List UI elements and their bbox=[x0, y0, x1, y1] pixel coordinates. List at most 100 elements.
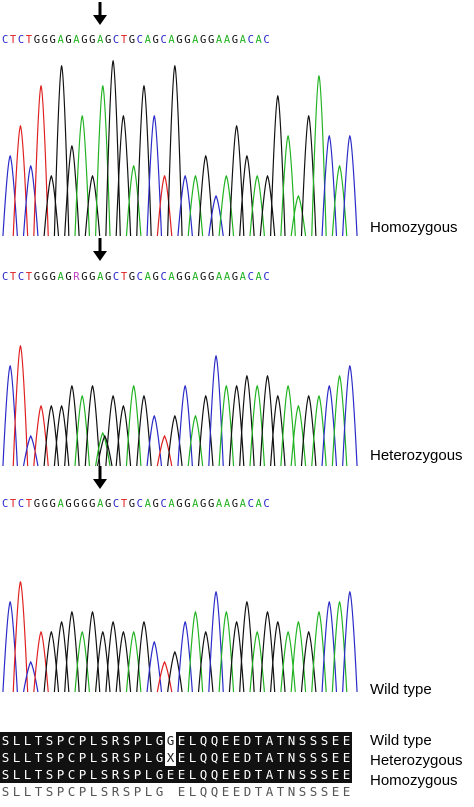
alignment-residue: P bbox=[132, 732, 143, 749]
base-letter: G bbox=[65, 34, 74, 46]
base-letter: A bbox=[73, 34, 82, 46]
trace-peak bbox=[208, 354, 224, 467]
alignment-residue: P bbox=[132, 766, 143, 783]
trace-peak bbox=[136, 84, 152, 237]
trace-peak bbox=[218, 384, 235, 467]
trace-peak bbox=[249, 174, 266, 237]
base-letter: G bbox=[231, 498, 240, 510]
consensus-residue: E bbox=[220, 783, 231, 800]
base-letter: G bbox=[49, 34, 58, 46]
alignment-residue: L bbox=[11, 732, 22, 749]
base-letter: R bbox=[73, 271, 82, 283]
alignment-residue: E bbox=[231, 766, 242, 783]
alignment-residue: N bbox=[286, 749, 297, 766]
trace-peak bbox=[2, 364, 18, 467]
alignment-residue: S bbox=[297, 732, 308, 749]
base-letter: C bbox=[136, 34, 145, 46]
heterozygous-panel: CTCTGGGAGRGGAGCTGCAGCAGGAGGAAGACAC bbox=[0, 238, 360, 468]
trace-peak bbox=[239, 154, 255, 237]
alignment-residue: Q bbox=[209, 749, 220, 766]
alignment-residue: P bbox=[55, 766, 66, 783]
base-letter: G bbox=[207, 498, 216, 510]
trace-peak bbox=[167, 64, 183, 237]
alignment-residue: G bbox=[154, 749, 165, 766]
base-letter: G bbox=[49, 271, 58, 283]
alignment-residue: L bbox=[11, 766, 22, 783]
homozygous-panel: CTCTGGGAGAGGAGCTGCAGCAGGAGGAAGACAC bbox=[0, 0, 360, 240]
consensus-residue: R bbox=[110, 783, 121, 800]
base-letter: C bbox=[2, 498, 10, 510]
base-letter: G bbox=[184, 271, 193, 283]
base-letter: T bbox=[120, 271, 129, 283]
chromatogram-wild-type bbox=[2, 580, 358, 693]
trace-peak bbox=[84, 384, 101, 467]
base-letter: G bbox=[81, 498, 90, 510]
base-letter: A bbox=[255, 271, 264, 283]
alignment-residue: E bbox=[176, 766, 187, 783]
alignment-residue: E bbox=[330, 749, 341, 766]
trace-peak bbox=[280, 384, 296, 467]
alignment-residue: E bbox=[220, 732, 231, 749]
trace-peak bbox=[321, 134, 338, 237]
alignment-residue: Q bbox=[198, 766, 209, 783]
consensus-residue: L bbox=[143, 783, 154, 800]
alignment-residue: N bbox=[286, 766, 297, 783]
alignment-residue: T bbox=[33, 766, 44, 783]
alignment-residue: P bbox=[77, 749, 88, 766]
base-letter: C bbox=[160, 498, 169, 510]
trace-peak bbox=[311, 394, 327, 467]
alignment-residue: L bbox=[143, 749, 154, 766]
trace-peak bbox=[136, 620, 152, 693]
base-letter: T bbox=[120, 498, 129, 510]
alignment-residue: Q bbox=[198, 732, 209, 749]
consensus-residue: P bbox=[77, 783, 88, 800]
alignment-residue: L bbox=[143, 732, 154, 749]
consensus-residue: C bbox=[66, 783, 77, 800]
alignment-residue: A bbox=[264, 749, 275, 766]
alignment-residue: Q bbox=[198, 749, 209, 766]
trace-peak bbox=[269, 394, 286, 467]
alignment-residue: D bbox=[242, 766, 253, 783]
consensus-residue: S bbox=[308, 783, 319, 800]
base-letter: G bbox=[184, 498, 193, 510]
alignment-residue: S bbox=[44, 749, 55, 766]
alignment-residue: G bbox=[154, 766, 165, 783]
trace-peak bbox=[156, 174, 173, 237]
alignment-residue: C bbox=[66, 732, 77, 749]
alignment-residue: P bbox=[132, 749, 143, 766]
base-letter: G bbox=[128, 498, 137, 510]
alignment-residue: T bbox=[275, 749, 286, 766]
alignment-residue: E bbox=[176, 732, 187, 749]
alignment-residue: R bbox=[110, 749, 121, 766]
trace-peak bbox=[146, 640, 163, 693]
base-letter: A bbox=[223, 34, 232, 46]
base-letter: G bbox=[65, 498, 74, 510]
consensus-residue: T bbox=[253, 783, 264, 800]
base-letter: A bbox=[57, 271, 66, 283]
base-letter: A bbox=[215, 34, 224, 46]
alignment-residue: E bbox=[165, 766, 176, 783]
base-letter: A bbox=[168, 498, 177, 510]
trace-peak bbox=[84, 610, 101, 693]
alignment-residue: C bbox=[66, 749, 77, 766]
alignment-label-homozygous: Homozygous bbox=[370, 772, 458, 789]
chromatogram-heterozygous bbox=[2, 344, 358, 467]
base-letter: G bbox=[65, 271, 74, 283]
alignment-residue: S bbox=[319, 766, 330, 783]
label-homozygous: Homozygous bbox=[370, 219, 458, 236]
alignment-residue: E bbox=[341, 749, 352, 766]
alignment-residue: T bbox=[33, 749, 44, 766]
trace-peak bbox=[33, 84, 49, 237]
consensus-residue: L bbox=[11, 783, 22, 800]
alignment-residue: L bbox=[187, 732, 198, 749]
base-letter: C bbox=[136, 271, 145, 283]
trace-peak bbox=[342, 134, 358, 237]
base-letter: G bbox=[200, 498, 208, 510]
label-wild-type: Wild type bbox=[370, 681, 432, 698]
base-letter: G bbox=[81, 271, 90, 283]
alignment-residue: Q bbox=[209, 732, 220, 749]
base-letter: C bbox=[136, 498, 145, 510]
base-letter: C bbox=[2, 271, 10, 283]
base-letter: A bbox=[97, 498, 105, 510]
